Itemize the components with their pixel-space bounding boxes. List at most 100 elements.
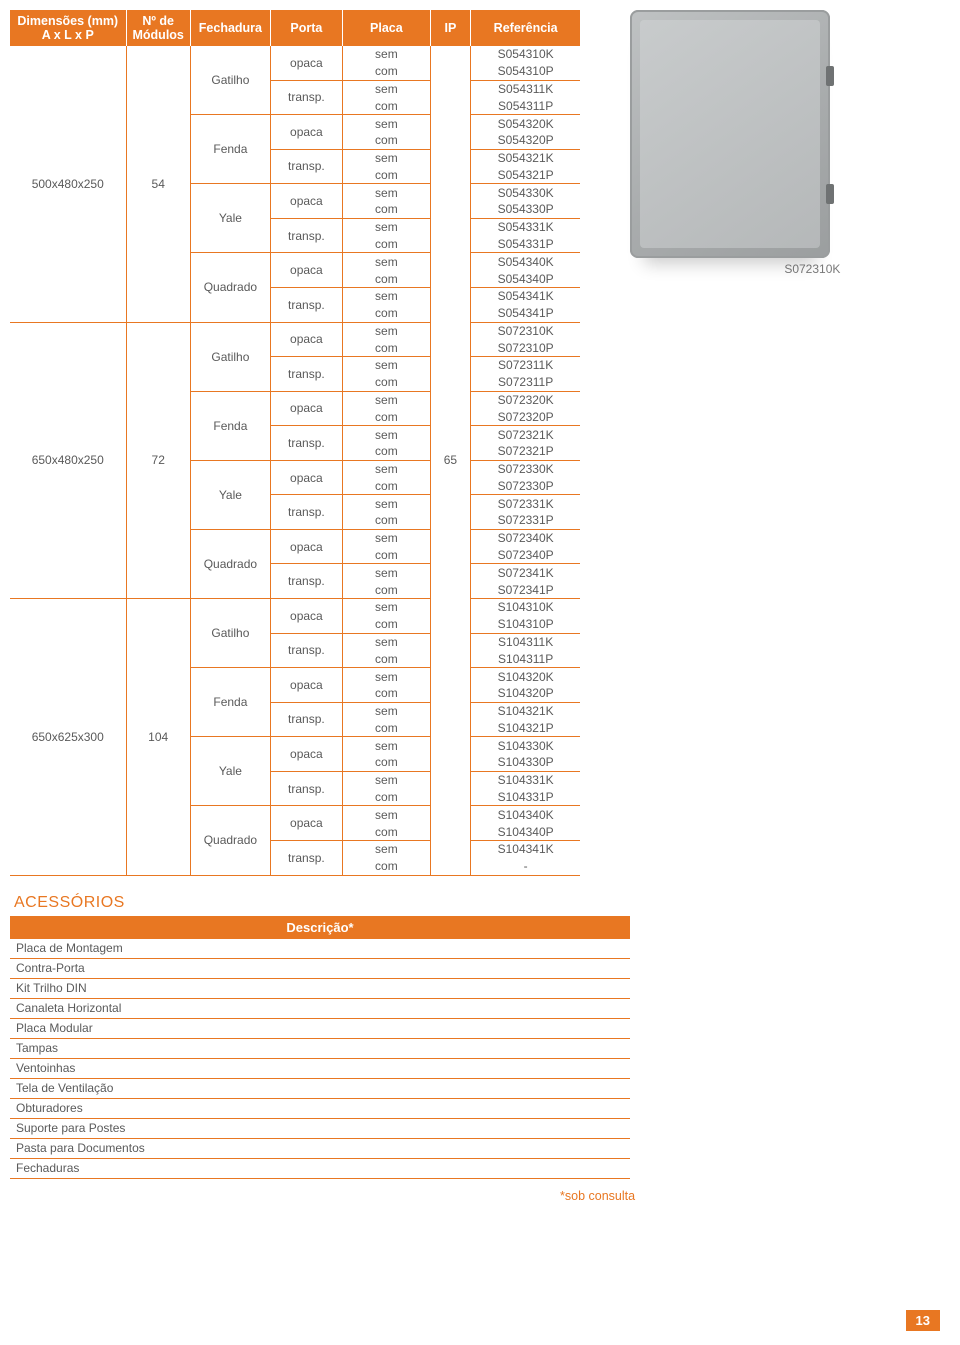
cell-porta: transp. [270, 564, 342, 599]
cell-ref: S072330K [470, 460, 580, 477]
cell-placa: com [342, 408, 430, 425]
cell-ref: S072341K [470, 564, 580, 581]
cell-porta: opaca [270, 184, 342, 219]
th-ref: Referência [470, 10, 580, 46]
cell-placa: sem [342, 529, 430, 546]
cell-placa: sem [342, 668, 430, 685]
cell-ref: S054340K [470, 253, 580, 270]
cell-placa: sem [342, 771, 430, 788]
cell-ref: S054321P [470, 166, 580, 183]
accessories-title: ACESSÓRIOS [14, 894, 920, 912]
cell-porta: opaca [270, 115, 342, 150]
cell-placa: com [342, 547, 430, 564]
cell-placa: com [342, 374, 430, 391]
cell-ref: S104341K [470, 840, 580, 857]
cell-placa: sem [342, 806, 430, 823]
cell-fechadura: Fenda [190, 115, 270, 184]
cell-placa: sem [342, 184, 430, 201]
cell-placa: sem [342, 115, 430, 132]
cell-ref: S054341P [470, 305, 580, 322]
cell-ref: S104331K [470, 771, 580, 788]
cell-fechadura: Quadrado [190, 806, 270, 875]
cell-ref: S104320P [470, 685, 580, 702]
cell-placa: sem [342, 702, 430, 719]
cell-ref: S054331P [470, 236, 580, 253]
cell-porta: opaca [270, 460, 342, 495]
cell-placa: com [342, 823, 430, 840]
page-number: 13 [906, 1310, 940, 1331]
cell-placa: com [342, 63, 430, 80]
cell-ref: S072320P [470, 408, 580, 425]
cell-placa: com [342, 236, 430, 253]
acc-row: Fechaduras [10, 1158, 630, 1178]
cell-placa: sem [342, 149, 430, 166]
cell-porta: opaca [270, 668, 342, 703]
product-image: S072310K [610, 10, 850, 280]
cell-placa: sem [342, 564, 430, 581]
table-header-row: Dimensões (mm)A x L x P Nº deMódulos Fec… [10, 10, 580, 46]
cell-dim: 500x480x250 [10, 46, 126, 322]
cell-ref: S072311P [470, 374, 580, 391]
cell-mod: 72 [126, 322, 190, 599]
cell-ref: S072310K [470, 322, 580, 339]
cell-placa: sem [342, 253, 430, 270]
cell-porta: transp. [270, 633, 342, 668]
cell-ref: S072321P [470, 443, 580, 460]
cell-placa: sem [342, 426, 430, 443]
cell-ref: S072331K [470, 495, 580, 512]
cell-dim: 650x625x300 [10, 599, 126, 876]
cell-porta: transp. [270, 702, 342, 737]
cell-ref: S104311K [470, 633, 580, 650]
cell-porta: opaca [270, 529, 342, 564]
table-row: 650x480x25072GatilhoopacasemS072310K [10, 322, 580, 339]
cell-ref: S104340K [470, 806, 580, 823]
hinge-icon [826, 66, 834, 86]
th-placa: Placa [342, 10, 430, 46]
cell-porta: transp. [270, 495, 342, 530]
cell-porta: opaca [270, 391, 342, 426]
cell-placa: com [342, 443, 430, 460]
cell-porta: transp. [270, 80, 342, 115]
table-row: 500x480x25054Gatilhoopacasem65S054310K [10, 46, 580, 63]
cell-ref: S104320K [470, 668, 580, 685]
cell-fechadura: Fenda [190, 668, 270, 737]
cell-placa: sem [342, 633, 430, 650]
cell-placa: com [342, 339, 430, 356]
cell-porta: transp. [270, 149, 342, 184]
cell-ref: S054340P [470, 270, 580, 287]
cell-fechadura: Quadrado [190, 529, 270, 598]
cell-fechadura: Gatilho [190, 599, 270, 668]
cell-placa: com [342, 97, 430, 114]
cell-placa: com [342, 512, 430, 529]
acc-row: Contra-Porta [10, 958, 630, 978]
cell-porta: transp. [270, 218, 342, 253]
cell-porta: opaca [270, 253, 342, 288]
cell-ref: S054330P [470, 201, 580, 218]
acc-row: Placa Modular [10, 1018, 630, 1038]
acc-row: Tampas [10, 1038, 630, 1058]
cell-placa: com [342, 685, 430, 702]
th-ip: IP [430, 10, 470, 46]
cell-ref: S072321K [470, 426, 580, 443]
acc-row: Kit Trilho DIN [10, 978, 630, 998]
cell-placa: com [342, 789, 430, 806]
cell-porta: transp. [270, 426, 342, 461]
acc-row: Placa de Montagem [10, 939, 630, 959]
cell-porta: opaca [270, 322, 342, 357]
acc-item: Pasta para Documentos [10, 1138, 630, 1158]
cell-ref: - [470, 858, 580, 875]
footnote: *sob consulta [560, 1189, 920, 1203]
cell-placa: sem [342, 46, 430, 63]
cell-placa: sem [342, 357, 430, 374]
cell-fechadura: Quadrado [190, 253, 270, 322]
cell-fechadura: Gatilho [190, 322, 270, 391]
cell-ref: S054320P [470, 132, 580, 149]
acc-row: Suporte para Postes [10, 1118, 630, 1138]
cell-porta: opaca [270, 599, 342, 634]
acc-item: Ventoinhas [10, 1058, 630, 1078]
cell-fechadura: Fenda [190, 391, 270, 460]
acc-row: Ventoinhas [10, 1058, 630, 1078]
cell-ref: S054310P [470, 63, 580, 80]
cell-ref: S104340P [470, 823, 580, 840]
cell-placa: sem [342, 460, 430, 477]
